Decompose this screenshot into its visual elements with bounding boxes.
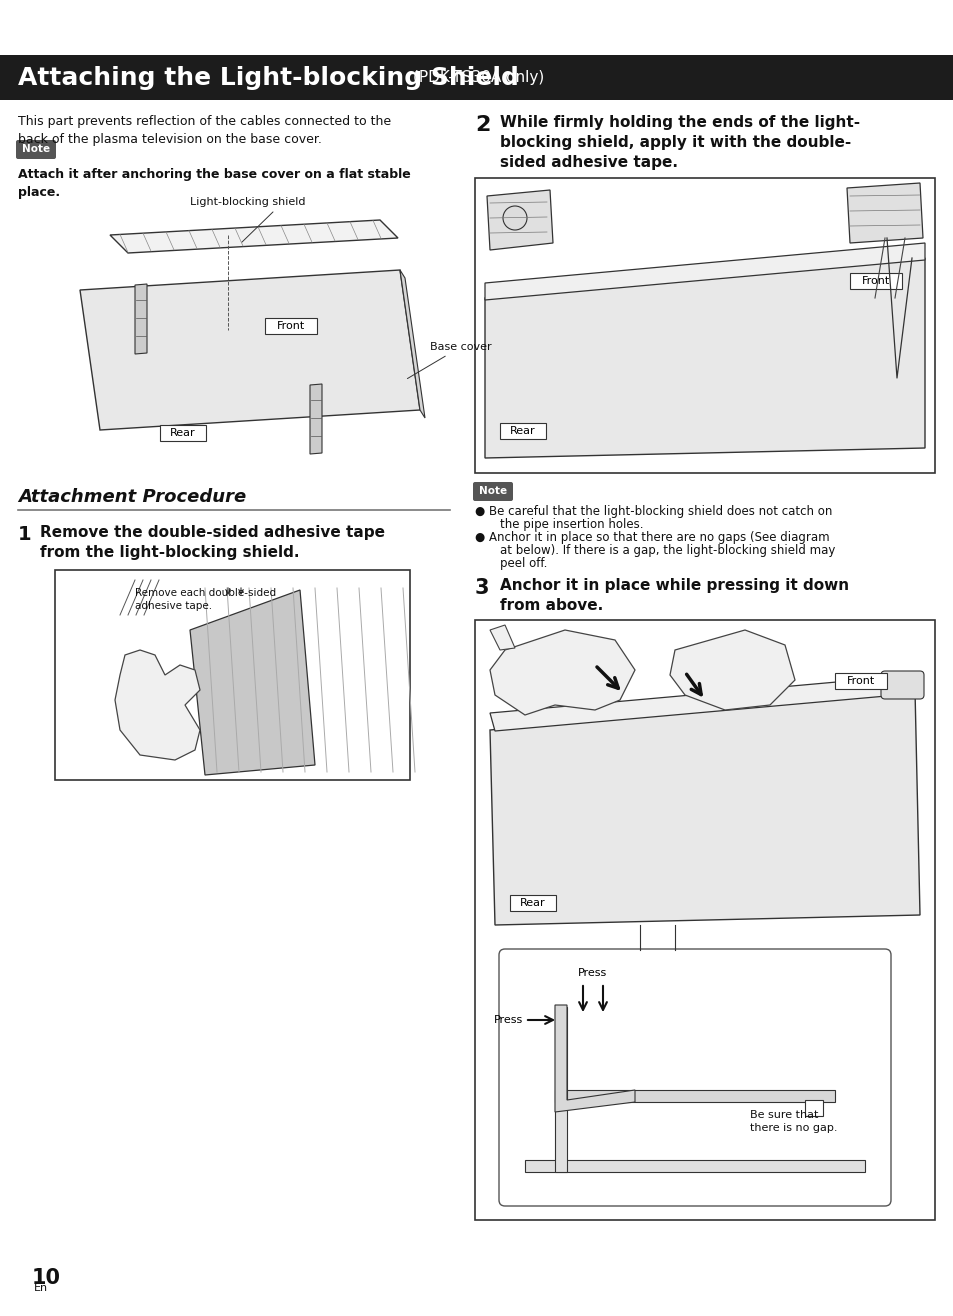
Bar — [524, 1159, 864, 1173]
Polygon shape — [490, 690, 919, 925]
Polygon shape — [110, 220, 397, 253]
Text: Rear: Rear — [510, 426, 536, 436]
FancyBboxPatch shape — [498, 949, 890, 1205]
Text: Front: Front — [846, 676, 874, 686]
Bar — [475, 620, 934, 1220]
Bar — [0, 55, 953, 100]
Text: En: En — [34, 1283, 48, 1294]
Bar — [510, 895, 556, 911]
Polygon shape — [80, 270, 419, 430]
Text: Press: Press — [578, 969, 607, 978]
Circle shape — [502, 207, 526, 230]
Bar — [499, 422, 545, 440]
Text: Attaching the Light-blocking Shield: Attaching the Light-blocking Shield — [18, 66, 518, 89]
Polygon shape — [484, 258, 924, 458]
Bar — [265, 318, 316, 334]
Bar — [555, 1090, 834, 1101]
Text: (PDK-TS30A only): (PDK-TS30A only) — [413, 70, 543, 86]
Text: ● Be careful that the light-blocking shield does not catch on: ● Be careful that the light-blocking shi… — [475, 505, 832, 519]
Text: Press: Press — [494, 1015, 522, 1025]
Text: While firmly holding the ends of the light-
blocking shield, apply it with the d: While firmly holding the ends of the lig… — [499, 114, 860, 170]
Polygon shape — [846, 183, 923, 243]
Bar — [475, 178, 934, 472]
Bar — [834, 672, 886, 690]
Text: peel off.: peel off. — [484, 557, 547, 570]
Text: the pipe insertion holes.: the pipe insertion holes. — [484, 519, 643, 530]
Text: 10: 10 — [32, 1269, 61, 1288]
Polygon shape — [399, 270, 424, 418]
Bar — [804, 1100, 822, 1116]
Bar — [849, 272, 901, 290]
Bar — [55, 570, 410, 780]
Polygon shape — [669, 630, 794, 711]
Text: Front: Front — [276, 321, 305, 332]
Polygon shape — [310, 384, 322, 454]
Bar — [160, 425, 206, 441]
Polygon shape — [135, 284, 147, 354]
FancyBboxPatch shape — [473, 482, 513, 501]
Bar — [555, 1007, 566, 1173]
Text: Note: Note — [22, 145, 50, 154]
Text: ● Anchor it in place so that there are no gaps (See diagram: ● Anchor it in place so that there are n… — [475, 530, 829, 544]
Polygon shape — [115, 650, 200, 761]
Polygon shape — [490, 675, 919, 730]
Polygon shape — [555, 1005, 635, 1112]
Text: Be sure that
there is no gap.: Be sure that there is no gap. — [749, 1109, 837, 1133]
Polygon shape — [490, 630, 635, 715]
Text: Attach it after anchoring the base cover on a flat stable
place.: Attach it after anchoring the base cover… — [18, 168, 411, 199]
FancyBboxPatch shape — [880, 671, 923, 699]
Text: This part prevents reflection of the cables connected to the
back of the plasma : This part prevents reflection of the cab… — [18, 114, 391, 146]
FancyBboxPatch shape — [16, 139, 56, 159]
Polygon shape — [486, 190, 553, 250]
Polygon shape — [490, 625, 515, 650]
Text: Attachment Procedure: Attachment Procedure — [18, 488, 246, 505]
Text: 3: 3 — [475, 578, 489, 597]
Text: Front: Front — [861, 276, 889, 286]
Text: Light-blocking shield: Light-blocking shield — [190, 197, 305, 207]
Polygon shape — [484, 243, 924, 300]
Text: Rear: Rear — [519, 898, 545, 908]
Text: Base cover: Base cover — [407, 342, 491, 379]
Text: 1: 1 — [18, 525, 31, 544]
Text: at below). If there is a gap, the light-blocking shield may: at below). If there is a gap, the light-… — [484, 544, 835, 557]
Text: Remove the double-sided adhesive tape
from the light-blocking shield.: Remove the double-sided adhesive tape fr… — [40, 525, 385, 559]
Text: Remove each double-sided
adhesive tape.: Remove each double-sided adhesive tape. — [135, 588, 275, 611]
Text: Anchor it in place while pressing it down
from above.: Anchor it in place while pressing it dow… — [499, 578, 848, 613]
Text: 2: 2 — [475, 114, 490, 136]
Polygon shape — [190, 590, 314, 775]
Text: Note: Note — [478, 487, 507, 496]
Text: Rear: Rear — [170, 428, 195, 438]
